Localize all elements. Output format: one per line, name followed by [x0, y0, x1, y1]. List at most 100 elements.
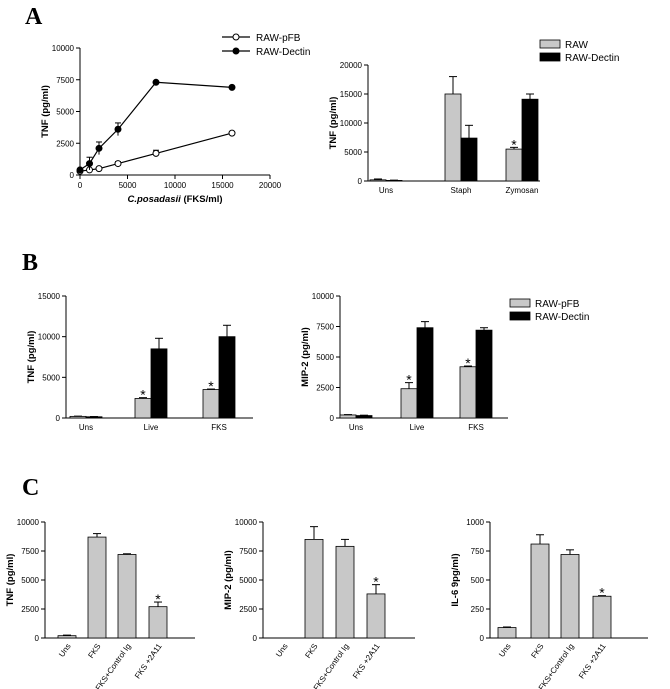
bar — [304, 539, 324, 639]
y-tick-label: 10000 — [312, 292, 335, 301]
bar — [335, 545, 355, 639]
data-point — [114, 125, 122, 133]
y-tick-label: 0 — [358, 177, 363, 186]
y-axis-label: MIP-2 (pg/ml) — [300, 327, 311, 387]
x-tick-label: Uns — [497, 642, 513, 659]
y-axis-label: TNF (pg/ml) — [5, 554, 16, 607]
x-tick-label: 20000 — [259, 181, 282, 190]
x-tick-label: Live — [410, 423, 425, 432]
y-tick-label: 10000 — [17, 518, 40, 527]
panel-label-b: B — [22, 250, 38, 276]
data-point — [228, 129, 236, 137]
x-tick-label: Uns — [349, 423, 363, 432]
x-tick-label: Zymosan — [506, 186, 539, 195]
significance-star: * — [140, 387, 146, 403]
y-tick-label: 10000 — [52, 44, 75, 53]
y-tick-label: 0 — [480, 634, 485, 643]
x-tick-label: FKS — [529, 642, 545, 660]
y-tick-label: 750 — [471, 547, 485, 556]
bar — [150, 348, 168, 419]
x-tick-label: FKS +2A11 — [133, 642, 164, 681]
significance-star: * — [208, 378, 214, 394]
x-tick-label: Live — [144, 423, 159, 432]
data-point — [86, 160, 93, 168]
y-tick-label: 20000 — [340, 61, 363, 70]
y-tick-label: 10000 — [38, 333, 61, 342]
x-tick-label: 0 — [78, 181, 83, 190]
bar — [530, 543, 550, 639]
legend-label: RAW-Dectin — [535, 312, 589, 323]
bar — [521, 98, 539, 182]
bar — [117, 554, 137, 639]
bar — [369, 179, 387, 182]
x-tick-label: FKS +2A11 — [351, 642, 382, 681]
x-tick-label: Uns — [57, 642, 73, 659]
legend-swatch — [509, 298, 531, 308]
y-tick-label: 5000 — [21, 576, 39, 585]
legend-label: RAW-pFB — [256, 33, 301, 44]
x-tick-label: FKS — [303, 642, 319, 660]
y-tick-label: 7500 — [21, 547, 39, 556]
y-tick-label: 2500 — [239, 605, 257, 614]
bar — [218, 336, 236, 419]
x-tick-label: Uns — [79, 423, 93, 432]
y-tick-label: 5000 — [239, 576, 257, 585]
legend-label: RAW-Dectin — [565, 53, 619, 64]
panel-label-a: A — [25, 4, 43, 30]
data-point — [228, 83, 236, 91]
x-tick-label: 5000 — [119, 181, 137, 190]
x-tick-label: 10000 — [164, 181, 187, 190]
significance-star: * — [155, 591, 161, 607]
data-point — [76, 166, 84, 174]
y-tick-label: 7500 — [56, 76, 74, 85]
y-tick-label: 10000 — [235, 518, 258, 527]
y-tick-label: 15000 — [38, 292, 61, 301]
bar — [400, 388, 418, 419]
legend-label: RAW — [565, 40, 589, 51]
y-axis-label: TNF (pg/ml) — [328, 97, 339, 150]
x-axis-label-species: C.posadasii — [127, 194, 181, 205]
legend-swatch — [509, 311, 531, 321]
x-tick-label: Uns — [274, 642, 290, 659]
legend-swatch — [539, 39, 561, 49]
y-tick-label: 250 — [471, 605, 485, 614]
legend-swatch — [539, 52, 561, 62]
y-tick-label: 0 — [35, 634, 40, 643]
legend-label: RAW-Dectin — [256, 47, 310, 58]
y-tick-label: 5000 — [344, 148, 362, 157]
y-tick-label: 10000 — [340, 119, 363, 128]
panel-label-c: C — [22, 475, 39, 501]
y-tick-label: 0 — [56, 414, 61, 423]
significance-star: * — [465, 355, 471, 371]
x-tick-label: FKS — [211, 423, 227, 432]
bar — [475, 329, 493, 419]
bar — [460, 137, 478, 182]
data-point — [114, 160, 122, 168]
y-tick-label: 500 — [471, 576, 485, 585]
legend-marker — [232, 33, 240, 41]
x-axis-label: C.posadasii (FKS/ml) — [127, 194, 222, 205]
bar — [57, 635, 77, 639]
y-tick-label: 0 — [253, 634, 258, 643]
bar — [355, 415, 373, 419]
y-axis-label: TNF (pg/ml) — [26, 331, 37, 384]
bar — [497, 627, 517, 639]
bar — [505, 148, 523, 182]
data-point — [95, 165, 103, 173]
y-tick-label: 0 — [70, 171, 75, 180]
y-tick-label: 2500 — [21, 605, 39, 614]
bar — [459, 366, 477, 419]
y-tick-label: 5000 — [316, 353, 334, 362]
y-tick-label: 2500 — [56, 139, 74, 148]
y-tick-label: 7500 — [316, 323, 334, 332]
y-axis-label: MIP-2 (pg/ml) — [223, 550, 234, 610]
significance-star: * — [373, 574, 379, 590]
bar — [339, 414, 357, 419]
data-point — [95, 144, 103, 152]
x-tick-label: FKS — [468, 423, 484, 432]
y-tick-label: 5000 — [42, 373, 60, 382]
bar — [416, 327, 434, 419]
y-tick-label: 1000 — [466, 518, 484, 527]
y-tick-label: 5000 — [56, 108, 74, 117]
